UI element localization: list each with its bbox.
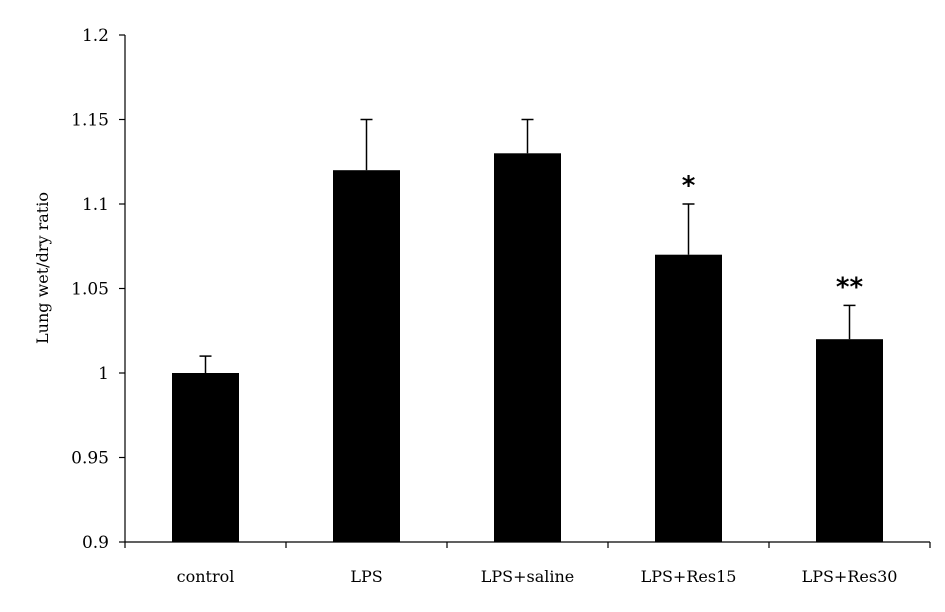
x-tick-label: LPS+saline: [481, 567, 575, 586]
y-tick-label: 0.95: [71, 449, 109, 469]
bar-lps: [333, 170, 400, 542]
y-tick-label: 1.05: [71, 280, 109, 300]
significance-annotations: ***: [682, 171, 864, 302]
y-tick-label: 1.2: [82, 26, 109, 46]
x-tick-label: LPS+Res30: [802, 567, 898, 586]
y-tick-label: 1.1: [82, 195, 109, 215]
bar-lps-res30: [816, 339, 883, 542]
x-axis: control LPS LPS+saline LPS+Res15 LPS+Res30: [124, 541, 931, 586]
error-bars: [199, 118, 856, 373]
bars: [172, 153, 883, 543]
significance-marker: *: [682, 171, 696, 201]
x-tick-label: LPS: [350, 567, 382, 586]
bar-control: [172, 373, 239, 542]
significance-marker: **: [836, 272, 864, 302]
bar-lps-res15: [655, 254, 722, 542]
bar-lps-saline: [494, 153, 561, 543]
y-axis-title: Lung wet/dry ratio: [33, 192, 52, 344]
y-tick-label: 1: [98, 364, 109, 384]
y-tick-label: 1.15: [71, 111, 109, 131]
x-tick-label: LPS+Res15: [641, 567, 737, 586]
y-tick-label: 0.9: [82, 533, 109, 553]
x-tick-label: control: [177, 567, 235, 586]
y-axis: 0.9 0.95 1 1.05 1.1 1.15 1.2: [71, 26, 126, 553]
